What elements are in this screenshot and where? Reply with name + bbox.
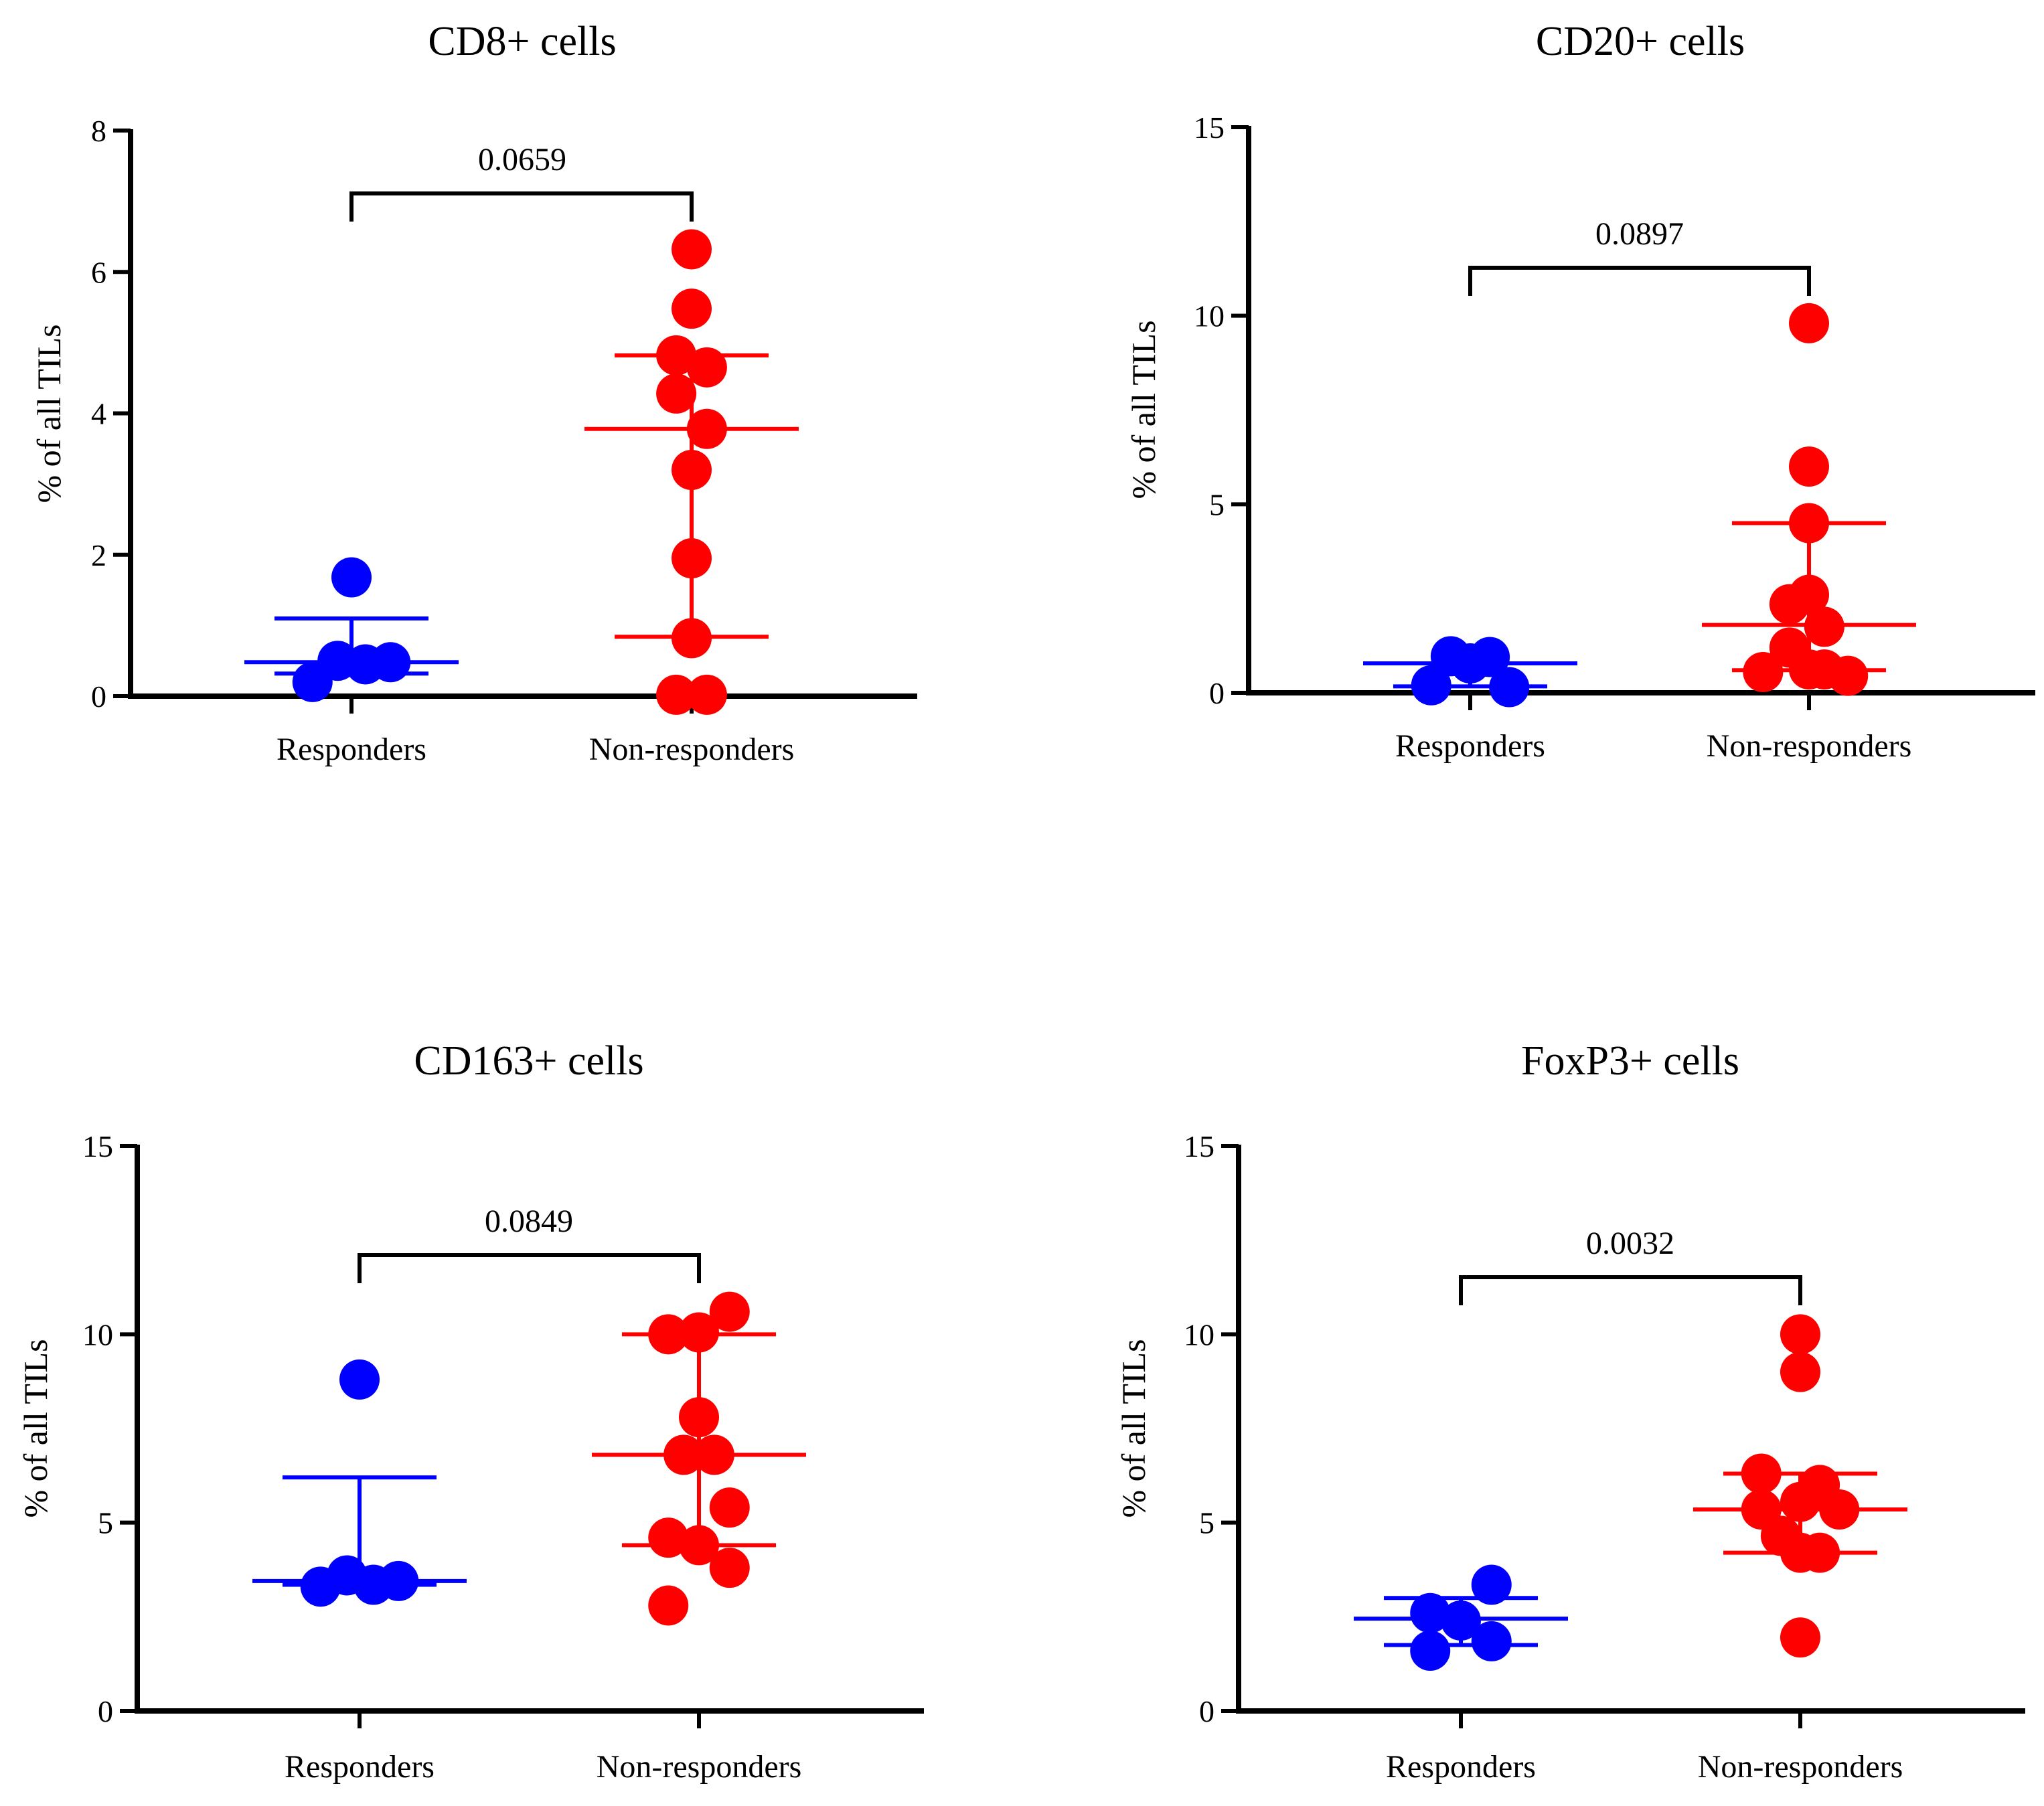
p-value-label: 0.0897 xyxy=(1595,216,1684,252)
y-tick-label: 10 xyxy=(1194,299,1225,333)
data-point-responders xyxy=(1410,1592,1451,1633)
panel-cd20: CD20+ cells % of all TILs Responders Non… xyxy=(1125,19,2035,764)
category-label-non-responders: Non-responders xyxy=(1707,728,1912,764)
y-tick-label: 10 xyxy=(82,1317,113,1351)
y-tick-label: 0 xyxy=(1199,1694,1214,1728)
data-point-non-responders xyxy=(709,1291,750,1332)
category-label-responders: Responders xyxy=(1395,728,1545,764)
y-tick-label: 15 xyxy=(1184,1129,1214,1163)
data-point-non-responders xyxy=(1828,655,1869,696)
data-point-non-responders xyxy=(656,373,697,414)
panel-foxp3: FoxP3+ cells % of all TILs Responders No… xyxy=(1115,1038,2025,1785)
data-point-non-responders xyxy=(686,674,727,715)
y-tick-label: 0 xyxy=(91,679,106,714)
y-tick-label: 5 xyxy=(1209,487,1225,521)
panel-title: CD163+ cells xyxy=(414,1038,643,1084)
data-point-responders xyxy=(331,557,372,598)
y-tick-label: 2 xyxy=(91,538,106,572)
y-axis-label: % of all TILs xyxy=(1115,1339,1152,1517)
significance-bracket xyxy=(1468,266,1811,296)
y-axis-label: % of all TILs xyxy=(30,324,68,503)
significance-bracket xyxy=(349,191,694,222)
data-point-non-responders xyxy=(672,229,712,270)
category-label-non-responders: Non-responders xyxy=(589,732,795,767)
data-point-non-responders xyxy=(1789,303,1829,343)
y-tick-label: 5 xyxy=(98,1506,113,1540)
data-point-responders xyxy=(339,1359,380,1400)
data-point-non-responders xyxy=(1780,1314,1820,1355)
data-point-non-responders xyxy=(709,1487,750,1528)
data-point-non-responders xyxy=(648,1585,689,1626)
category-label-responders: Responders xyxy=(1386,1749,1536,1785)
data-point-non-responders xyxy=(709,1548,750,1588)
data-point-non-responders xyxy=(672,289,712,329)
panel-cd8: CD8+ cells % of all TILs Responders Non-… xyxy=(30,19,917,767)
y-tick-label: 0 xyxy=(1209,676,1225,710)
data-point-responders xyxy=(1410,1630,1451,1671)
category-label-responders: Responders xyxy=(285,1749,435,1785)
y-tick-label: 8 xyxy=(91,114,106,148)
significance-bracket xyxy=(358,1253,701,1283)
p-value-label: 0.0659 xyxy=(478,142,566,177)
significance-bracket xyxy=(1459,1275,1802,1305)
panel-title: FoxP3+ cells xyxy=(1521,1038,1739,1084)
category-label-responders: Responders xyxy=(277,732,426,767)
data-point-non-responders xyxy=(1780,1351,1820,1392)
data-point-non-responders xyxy=(1789,446,1829,487)
category-label-non-responders: Non-responders xyxy=(1698,1749,1903,1785)
panel-cd163: CD163+ cells % of all TILs Responders No… xyxy=(17,1038,924,1785)
y-axis-label: % of all TILs xyxy=(1125,320,1162,499)
y-tick-label: 5 xyxy=(1199,1506,1214,1540)
data-point-non-responders xyxy=(648,1517,689,1558)
data-point-non-responders xyxy=(656,674,697,715)
y-tick-label: 0 xyxy=(98,1694,113,1728)
p-value-label: 0.0849 xyxy=(485,1204,573,1239)
y-tick-label: 10 xyxy=(1184,1317,1214,1351)
y-tick-label: 4 xyxy=(91,397,106,431)
data-point-non-responders xyxy=(1780,1617,1820,1658)
y-tick-label: 6 xyxy=(91,255,106,289)
y-tick-label: 15 xyxy=(82,1129,113,1163)
y-tick-label: 15 xyxy=(1194,110,1225,145)
y-axis-label: % of all TILs xyxy=(17,1339,54,1517)
panel-title: CD20+ cells xyxy=(1536,19,1745,64)
data-point-responders xyxy=(1471,1564,1512,1605)
p-value-label: 0.0032 xyxy=(1586,1226,1674,1261)
data-point-responders xyxy=(1471,1621,1512,1661)
data-point-responders xyxy=(1470,637,1510,677)
panel-title: CD8+ cells xyxy=(428,19,616,64)
category-label-non-responders: Non-responders xyxy=(597,1749,802,1785)
